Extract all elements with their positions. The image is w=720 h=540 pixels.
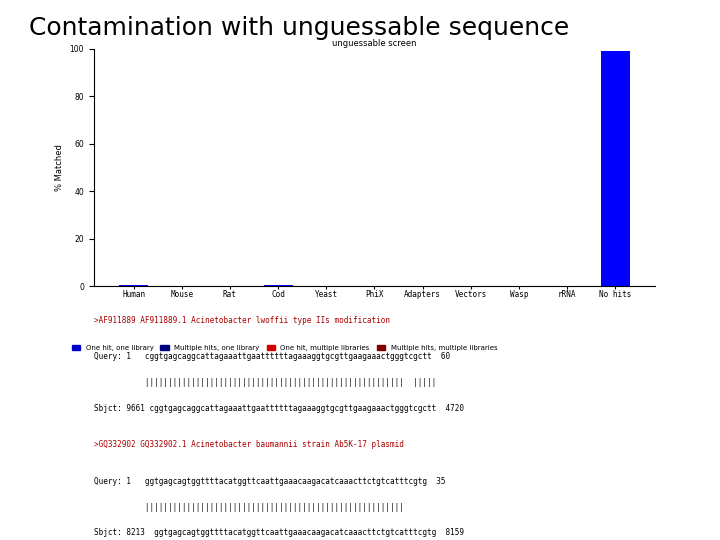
Text: Contamination with unguessable sequence: Contamination with unguessable sequence <box>29 16 569 40</box>
Legend: One hit, one library, Multiple hits, one library, One hit, multiple libraries, M: One hit, one library, Multiple hits, one… <box>69 342 500 354</box>
Text: Query: 1   ggtgagcagtggttttacatggttcaattgaaacaagacatcaaacttctgtcatttcgtg  35: Query: 1 ggtgagcagtggttttacatggttcaattga… <box>94 477 445 485</box>
Text: ||||||||||||||||||||||||||||||||||||||||||||||||||||||||: ||||||||||||||||||||||||||||||||||||||||… <box>94 503 403 511</box>
Text: >AF911889 AF911889.1 Acinetobacter lwoffii type IIs modification: >AF911889 AF911889.1 Acinetobacter lwoff… <box>94 316 390 325</box>
Title: unguessable screen: unguessable screen <box>332 39 417 48</box>
Text: ||||||||||||||||||||||||||||||||||||||||||||||||||||||||  |||||: ||||||||||||||||||||||||||||||||||||||||… <box>94 378 436 387</box>
Y-axis label: % Matched: % Matched <box>55 144 64 191</box>
Text: >GQ332902 GQ332902.1 Acinetobacter baumannii strain Ab5K-17 plasmid: >GQ332902 GQ332902.1 Acinetobacter bauma… <box>94 440 403 449</box>
Text: Sbjct: 8213  ggtgagcagtggttttacatggttcaattgaaacaagacatcaaacttctgtcatttcgtg  8159: Sbjct: 8213 ggtgagcagtggttttacatggttcaat… <box>94 529 464 537</box>
Bar <box>600 51 630 286</box>
Text: Query: 1   cggtgagcaggcattagaaattgaattttttagaaaggtgcgttgaagaaactgggtcgctt  60: Query: 1 cggtgagcaggcattagaaattgaatttttt… <box>94 352 450 361</box>
Text: Sbjct: 9661 cggtgagcaggcattagaaattgaattttttagaaaggtgcgttgaagaaactgggtcgctt  4720: Sbjct: 9661 cggtgagcaggcattagaaattgaattt… <box>94 404 464 413</box>
Bar <box>119 285 148 286</box>
